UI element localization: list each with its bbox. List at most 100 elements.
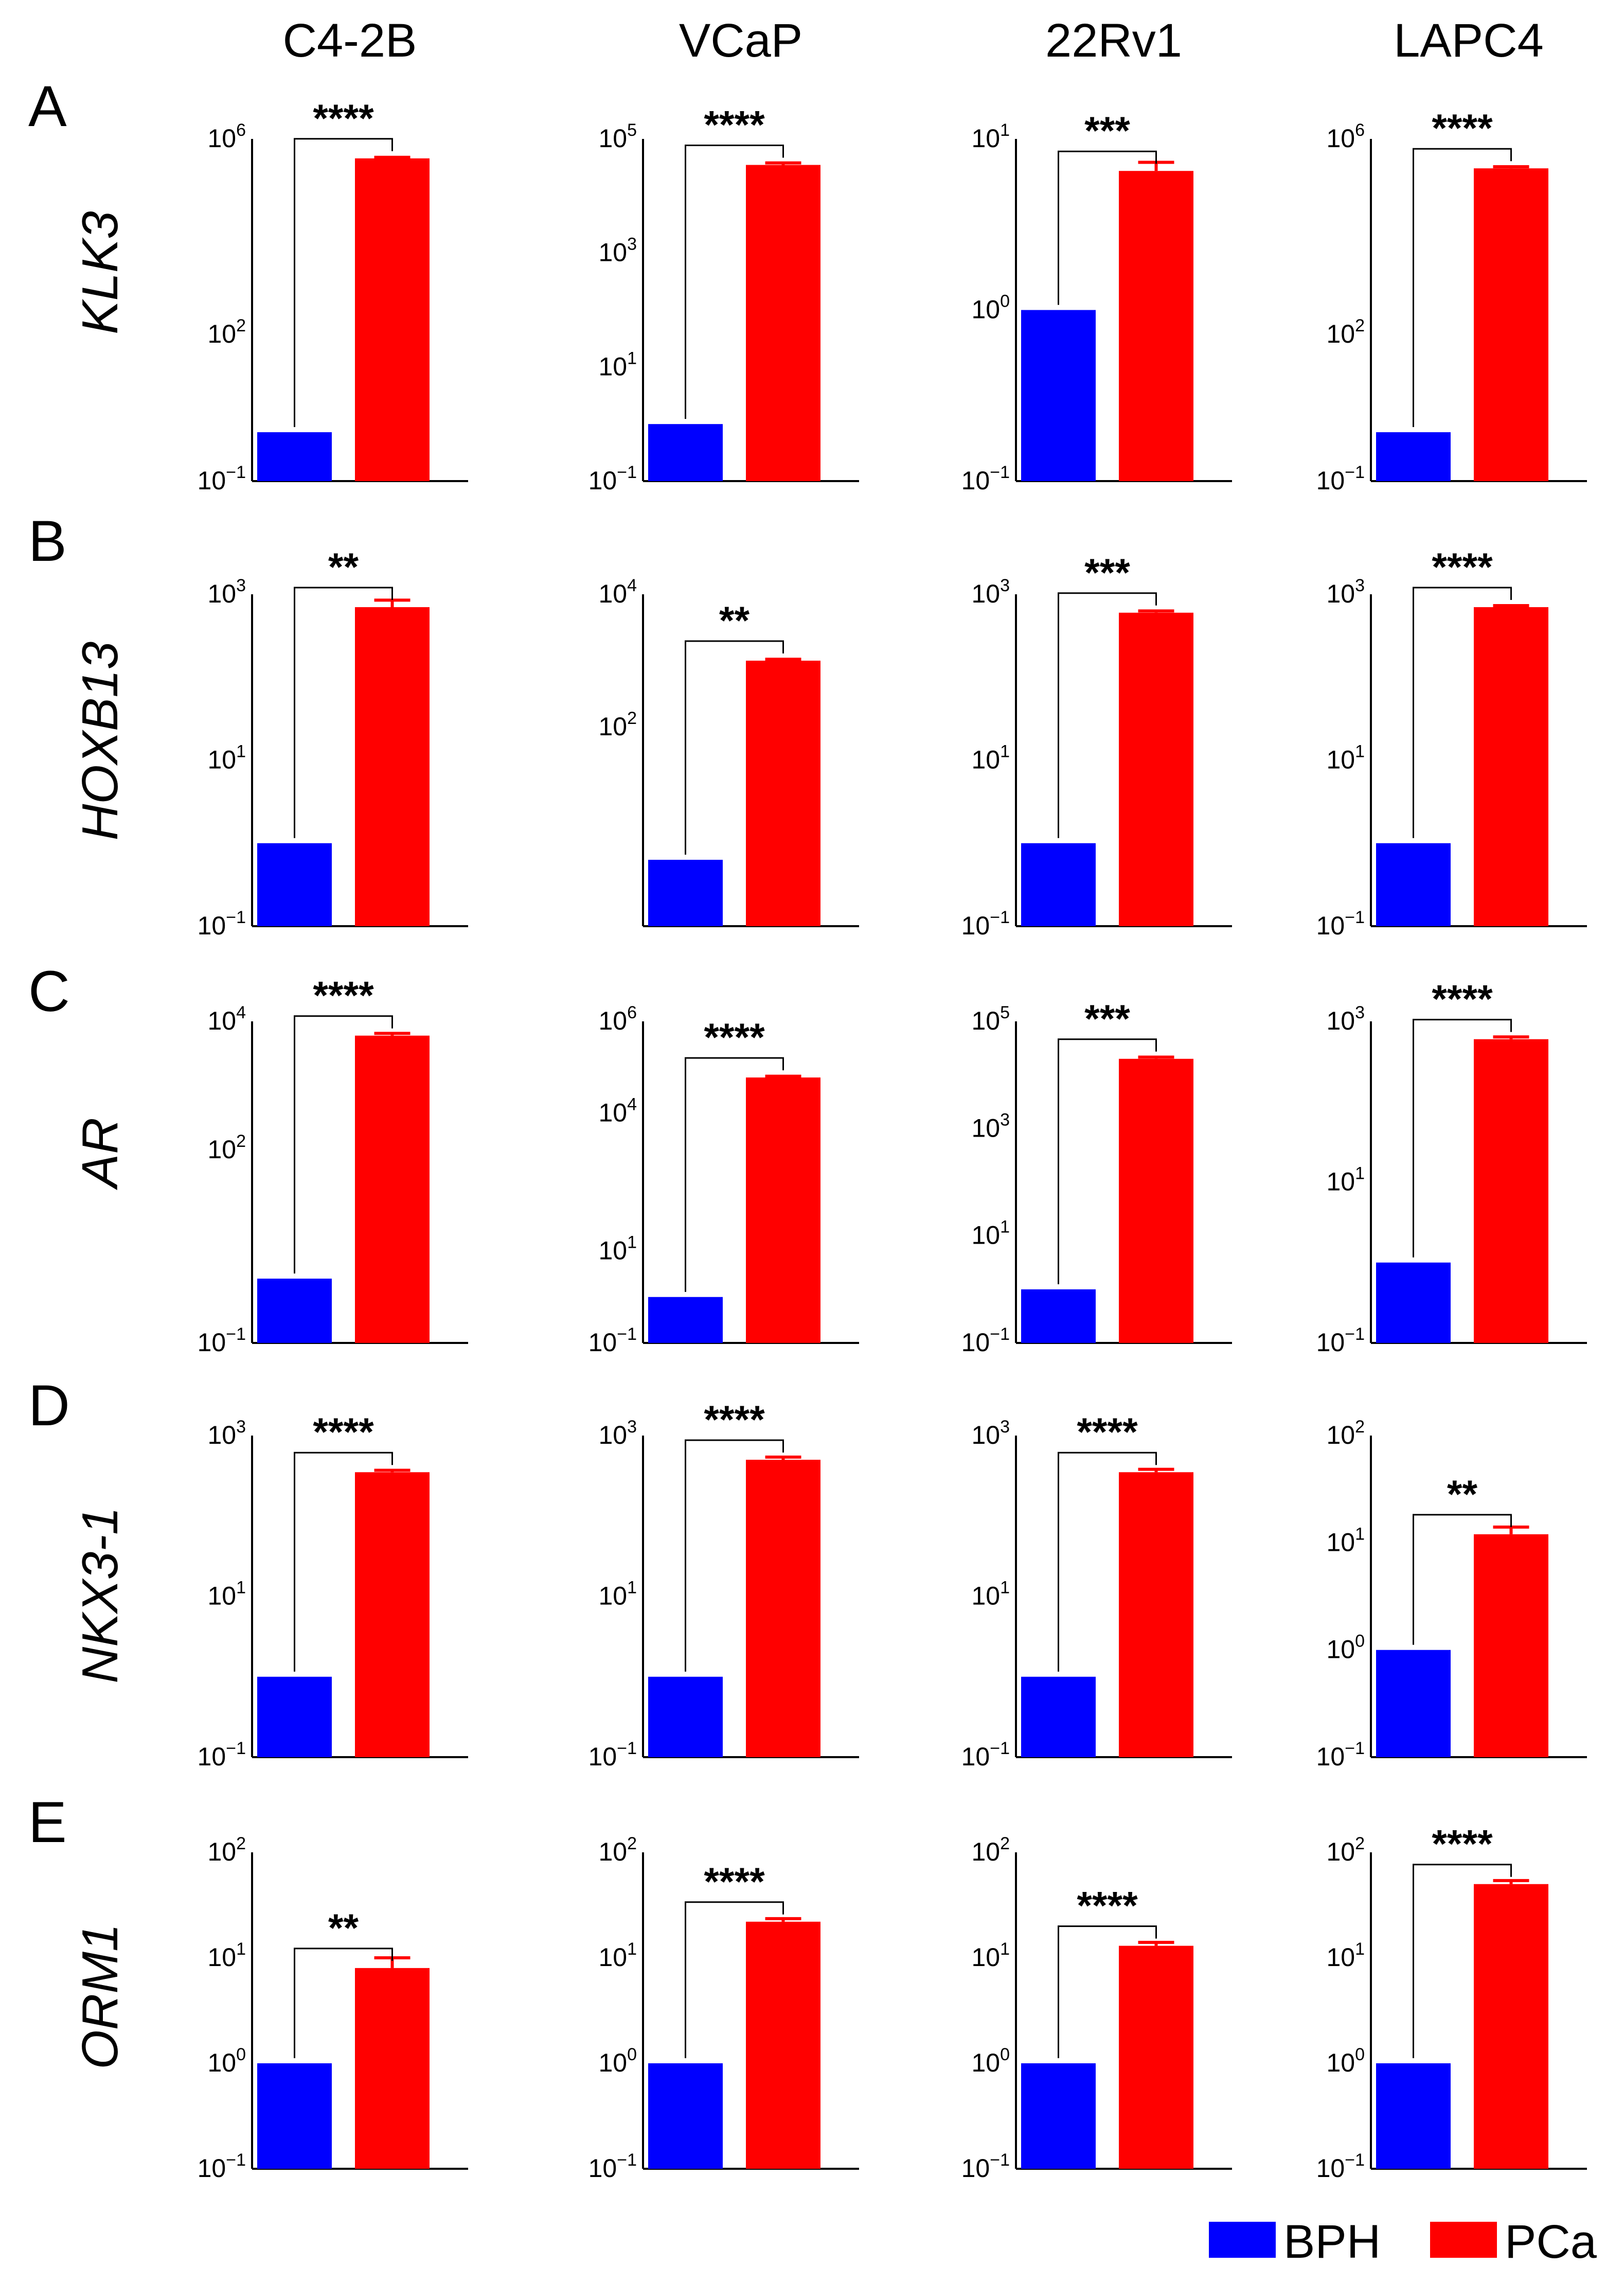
significance-stars-ar-lapc4: **** [1432, 978, 1493, 1021]
tick-label-klk3-lapc4: 102 [1326, 316, 1365, 348]
row-letter-a: A [28, 74, 67, 138]
tick-label-ar-lapc4: 10−1 [1316, 1324, 1365, 1357]
tick-label-orm1-c4-2b: 100 [207, 2045, 246, 2077]
tick-label-nkx3-1-22rv1: 10−1 [961, 1739, 1010, 1771]
tick-label-orm1-c4-2b: 102 [207, 1834, 246, 1866]
tick-label-hoxb13-vcap: 102 [598, 709, 637, 741]
tick-label-orm1-vcap: 102 [598, 1834, 637, 1866]
panel-orm1-lapc4: 10−1 100 101 102 **** [1316, 1822, 1587, 2183]
significance-stars-ar-vcap: **** [704, 1016, 765, 1059]
bar-pca-orm1-22rv1 [1119, 1945, 1193, 2169]
tick-label-ar-22rv1: 10−1 [961, 1324, 1010, 1357]
tick-label-klk3-c4-2b: 10−1 [198, 463, 246, 495]
gene-label-orm1: ORM1 [72, 1923, 128, 2069]
tick-label-nkx3-1-lapc4: 102 [1326, 1417, 1365, 1449]
tick-label-klk3-c4-2b: 106 [207, 120, 246, 153]
gene-label-klk3: KLK3 [72, 211, 128, 334]
legend-pca-label: PCa [1505, 2216, 1597, 2268]
tick-label-ar-vcap: 104 [598, 1095, 637, 1127]
tick-label-nkx3-1-lapc4: 101 [1326, 1524, 1365, 1556]
tick-label-hoxb13-lapc4: 103 [1326, 576, 1365, 608]
tick-label-ar-22rv1: 105 [971, 1003, 1010, 1035]
tick-label-klk3-vcap: 103 [598, 235, 637, 267]
row-letter-d: D [28, 1373, 70, 1438]
tick-label-hoxb13-c4-2b: 10−1 [198, 908, 246, 940]
tick-label-orm1-22rv1: 102 [971, 1834, 1010, 1866]
significance-bracket-klk3-lapc4 [1413, 148, 1512, 427]
tick-label-nkx3-1-lapc4: 10−1 [1316, 1739, 1365, 1771]
significance-bracket-ar-vcap [685, 1057, 784, 1292]
bar-bph-orm1-22rv1 [1021, 2063, 1096, 2169]
bar-bph-nkx3-1-vcap [648, 1676, 723, 1757]
significance-bracket-klk3-vcap [685, 145, 784, 419]
legend-bph-label: BPH [1283, 2216, 1381, 2268]
tick-label-ar-22rv1: 103 [971, 1110, 1010, 1142]
significance-stars-hoxb13-22rv1: *** [1084, 551, 1130, 595]
bar-pca-klk3-c4-2b [355, 158, 430, 481]
bar-bph-hoxb13-vcap [648, 860, 723, 926]
significance-bracket-hoxb13-c4-2b [294, 587, 393, 838]
tick-label-klk3-c4-2b: 102 [207, 316, 246, 348]
significance-stars-orm1-c4-2b: ** [328, 1906, 359, 1950]
bar-pca-orm1-lapc4 [1474, 1884, 1548, 2169]
tick-label-nkx3-1-vcap: 10−1 [588, 1739, 637, 1771]
tick-label-klk3-lapc4: 10−1 [1316, 463, 1365, 495]
tick-label-nkx3-1-c4-2b: 10−1 [198, 1739, 246, 1771]
tick-label-ar-c4-2b: 102 [207, 1131, 246, 1164]
panel-klk3-lapc4: 10−1 102 106 **** [1316, 107, 1587, 495]
tick-label-ar-22rv1: 101 [971, 1217, 1010, 1250]
bar-pca-ar-22rv1 [1119, 1058, 1193, 1343]
tick-label-orm1-vcap: 10−1 [588, 2150, 637, 2183]
significance-bracket-nkx3-1-c4-2b [294, 1452, 393, 1672]
significance-bracket-klk3-c4-2b [294, 138, 393, 427]
tick-label-orm1-c4-2b: 101 [207, 1939, 246, 1972]
significance-stars-ar-22rv1: *** [1084, 997, 1130, 1041]
panel-nkx3-1-22rv1: 10−1 101 103 **** [961, 1410, 1232, 1771]
significance-bracket-ar-22rv1 [1058, 1038, 1157, 1284]
significance-stars-klk3-lapc4: **** [1432, 107, 1493, 150]
tick-label-orm1-22rv1: 10−1 [961, 2150, 1010, 2183]
bar-bph-klk3-c4-2b [257, 432, 332, 481]
significance-stars-ar-c4-2b: **** [313, 974, 374, 1018]
significance-stars-orm1-22rv1: **** [1077, 1884, 1138, 1928]
tick-label-orm1-22rv1: 101 [971, 1939, 1010, 1972]
bar-pca-orm1-vcap [746, 1921, 820, 2169]
panel-klk3-c4-2b: 10−1 102 106 **** [198, 97, 468, 495]
bar-pca-klk3-22rv1 [1119, 171, 1193, 481]
significance-bracket-nkx3-1-vcap [685, 1439, 784, 1672]
gene-label-hoxb13: HOXB13 [72, 642, 128, 841]
column-title-22rv1: 22Rv1 [1045, 14, 1182, 67]
tick-label-ar-c4-2b: 104 [207, 1003, 246, 1035]
tick-label-klk3-22rv1: 100 [971, 292, 1010, 324]
panel-ar-lapc4: 10−1 101 103 **** [1316, 978, 1587, 1357]
tick-label-klk3-vcap: 105 [598, 120, 637, 153]
bar-bph-nkx3-1-22rv1 [1021, 1676, 1096, 1757]
tick-label-ar-c4-2b: 10−1 [198, 1324, 246, 1357]
panel-hoxb13-22rv1: 10−1 101 103 *** [961, 551, 1232, 940]
tick-label-ar-lapc4: 101 [1326, 1164, 1365, 1196]
legend-bph-swatch [1209, 2222, 1276, 2258]
bar-pca-nkx3-1-c4-2b [355, 1472, 430, 1757]
tick-label-klk3-vcap: 10−1 [588, 463, 637, 495]
tick-label-orm1-c4-2b: 10−1 [198, 2150, 246, 2183]
bar-pca-ar-vcap [746, 1077, 820, 1343]
bar-bph-klk3-22rv1 [1021, 310, 1096, 481]
tick-label-nkx3-1-22rv1: 103 [971, 1417, 1010, 1449]
tick-label-klk3-vcap: 101 [598, 348, 637, 381]
bar-pca-hoxb13-lapc4 [1474, 607, 1548, 926]
panel-nkx3-1-lapc4: 10−1 100 101 102 ** [1316, 1417, 1587, 1771]
significance-stars-nkx3-1-c4-2b: **** [313, 1410, 374, 1454]
tick-label-orm1-vcap: 100 [598, 2045, 637, 2077]
significance-stars-nkx3-1-22rv1: **** [1077, 1410, 1138, 1454]
significance-bracket-nkx3-1-22rv1 [1058, 1452, 1157, 1672]
bar-bph-nkx3-1-c4-2b [257, 1676, 332, 1757]
significance-bracket-orm1-vcap [685, 1901, 784, 2058]
gene-label-nkx3-1: NKX3-1 [72, 1507, 128, 1683]
bar-bph-klk3-vcap [648, 424, 723, 481]
tick-label-ar-vcap: 101 [598, 1232, 637, 1265]
row-letter-e: E [28, 1790, 67, 1854]
significance-bracket-hoxb13-vcap [685, 640, 784, 855]
bar-pca-hoxb13-22rv1 [1119, 612, 1193, 926]
row-letter-b: B [28, 509, 67, 573]
